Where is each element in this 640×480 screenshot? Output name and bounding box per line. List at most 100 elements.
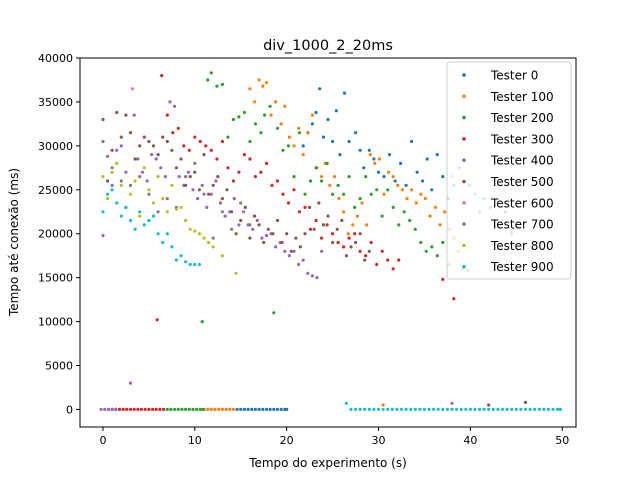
point-series-8-7 [133, 179, 137, 183]
point-series-3-20 [182, 144, 186, 148]
point-series-5-16 [174, 166, 178, 170]
point-series-5-43 [298, 245, 302, 249]
point-series-2-52 [419, 240, 423, 245]
point-series-3-21 [187, 148, 191, 152]
point-series-1-34 [360, 201, 364, 205]
point-series-9-27 [367, 407, 371, 411]
point-series-2-54 [430, 245, 434, 249]
point-series-9-69 [558, 407, 563, 411]
point-series-1-1 [206, 407, 210, 411]
point-series-3-9 [143, 407, 147, 411]
point-series-5-29 [234, 232, 238, 236]
point-series-7-15 [239, 201, 243, 205]
point-series-7-1 [110, 166, 114, 170]
point-series-9-24 [354, 407, 358, 411]
point-series-4-8 [115, 148, 119, 152]
x-tick-label: 20 [280, 434, 294, 447]
point-series-9-59 [514, 407, 518, 411]
point-series-5-58 [367, 249, 371, 253]
point-series-2-12 [206, 78, 210, 82]
point-series-9-17 [179, 254, 183, 258]
point-series-4-10 [124, 170, 128, 174]
point-series-3-7 [136, 407, 140, 411]
point-series-5-41 [289, 249, 293, 253]
point-series-8-15 [170, 183, 174, 187]
point-series-5-8 [138, 144, 142, 148]
point-series-5-53 [344, 254, 348, 258]
chart-title: div_1000_2_20ms [263, 38, 393, 54]
point-series-0-41 [425, 157, 429, 161]
point-series-5-10 [147, 139, 151, 144]
point-series-9-57 [505, 407, 509, 411]
point-series-4-1 [103, 407, 107, 411]
point-series-3-56 [380, 249, 384, 253]
legend: Tester 0 Tester 100 Tester 200 Tester 300 Te… [446, 61, 572, 280]
point-series-1-38 [377, 157, 381, 161]
point-series-3-27 [220, 139, 224, 144]
point-series-5-52 [340, 218, 344, 223]
point-series-7-6 [156, 210, 160, 214]
point-series-4-53 [320, 249, 324, 253]
point-series-7-12 [211, 236, 215, 240]
point-series-1-18 [287, 135, 291, 139]
point-series-9-46 [455, 407, 459, 411]
point-series-1-23 [310, 113, 314, 117]
point-series-4-34 [232, 197, 236, 201]
point-series-8-23 [207, 240, 211, 245]
point-series-9-25 [358, 407, 362, 411]
point-series-0-36 [399, 161, 403, 165]
point-series-1-49 [428, 214, 432, 218]
point-series-9-1 [106, 192, 110, 196]
point-series-8-21 [197, 232, 201, 236]
point-series-4-15 [145, 179, 149, 183]
point-series-5-37 [271, 232, 275, 236]
point-series-4-54 [450, 401, 454, 405]
point-series-3-53 [364, 254, 368, 258]
point-series-1-19 [292, 144, 296, 148]
point-series-2-48 [397, 223, 401, 227]
point-series-1-11 [257, 78, 261, 82]
point-series-1-27 [328, 183, 332, 187]
point-series-3-18 [171, 131, 175, 135]
point-series-2-29 [292, 175, 296, 179]
point-series-0-22 [331, 139, 335, 144]
point-series-0-15 [301, 144, 305, 148]
point-series-3-33 [253, 175, 257, 179]
point-series-3-24 [204, 144, 208, 148]
point-series-9-63 [533, 407, 537, 411]
point-series-3-16 [160, 74, 164, 78]
point-series-5-18 [184, 183, 188, 187]
point-series-2-0 [165, 407, 169, 411]
point-series-3-57 [386, 258, 390, 262]
point-series-4-30 [214, 179, 218, 183]
point-series-3-58 [391, 267, 395, 271]
point-series-2-18 [237, 115, 241, 119]
x-tick-label: 0 [99, 434, 106, 447]
point-series-0-5 [253, 407, 257, 411]
point-series-8-2 [110, 170, 114, 174]
point-series-3-61 [452, 297, 456, 301]
point-series-5-23 [207, 192, 211, 196]
point-series-2-25 [272, 311, 276, 315]
legend-label-8: Tester 800 [490, 239, 554, 253]
legend-marker-3 [462, 137, 466, 141]
y-tick-label: 15000 [38, 272, 73, 285]
point-series-3-34 [259, 170, 263, 174]
point-series-5-4 [119, 135, 123, 139]
point-series-2-20 [248, 139, 252, 144]
point-series-2-8 [195, 407, 199, 411]
point-series-9-37 [413, 407, 417, 411]
point-series-0-23 [334, 109, 338, 113]
point-series-3-28 [226, 166, 230, 170]
point-series-0-24 [338, 153, 342, 157]
point-series-8-24 [211, 245, 215, 249]
point-series-1-46 [414, 201, 418, 205]
point-series-9-26 [363, 407, 367, 411]
point-series-3-29 [231, 179, 235, 183]
point-series-1-50 [433, 205, 438, 209]
point-series-5-5 [124, 113, 128, 117]
point-series-3-25 [209, 148, 213, 152]
point-series-3-50 [347, 236, 351, 240]
point-series-9-62 [528, 407, 532, 411]
legend-marker-0 [462, 73, 466, 77]
